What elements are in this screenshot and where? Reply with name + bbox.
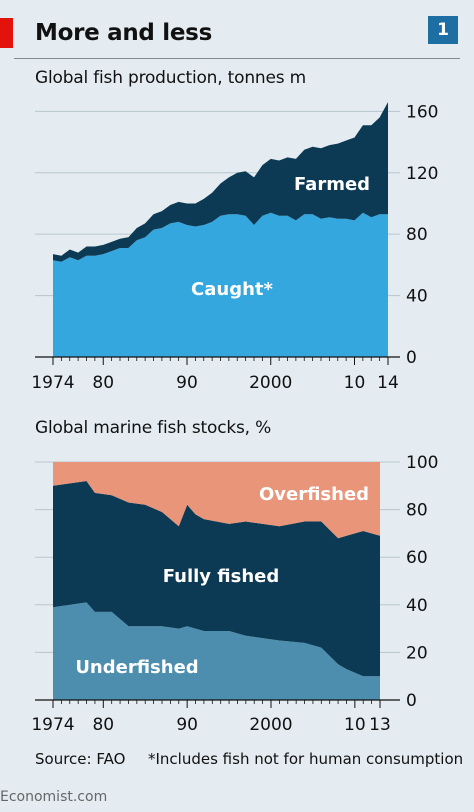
x-tick-label: 1974 — [31, 715, 74, 735]
y-tick-label: 0 — [406, 691, 417, 711]
footnote: *Includes fish not for human consumption — [148, 750, 464, 768]
y-tick-label: 80 — [406, 501, 428, 521]
x-tick-label: 90 — [176, 373, 198, 393]
x-tick-label: 80 — [92, 715, 114, 735]
title-rule — [14, 58, 460, 59]
y-tick-label: 40 — [406, 596, 428, 616]
y-tick-label: 80 — [406, 225, 428, 245]
y-tick-label: 20 — [406, 643, 428, 663]
x-tick-label: 2000 — [249, 373, 292, 393]
series-label: Underfished — [75, 657, 198, 678]
x-tick-label: 2000 — [249, 715, 292, 735]
x-tick-label: 10 — [344, 715, 366, 735]
chart-number-badge: 1 — [428, 16, 458, 44]
y-tick-label: 0 — [406, 348, 417, 368]
source-note: Source: FAO — [35, 750, 126, 768]
x-tick-label: 10 — [344, 373, 366, 393]
y-tick-label: 100 — [406, 453, 438, 473]
x-tick-label: 1974 — [31, 373, 74, 393]
page-title: More and less — [35, 20, 212, 46]
x-tick-label: 14 — [377, 373, 399, 393]
x-tick-label: 80 — [92, 373, 114, 393]
red-tag-accent — [0, 18, 13, 48]
area-caught — [53, 212, 388, 357]
area-overfished — [53, 462, 380, 539]
series-label: Fully fished — [163, 566, 280, 587]
production-chart-title: Global fish production, tonnes m — [35, 68, 306, 88]
y-tick-label: 160 — [406, 102, 438, 122]
series-label: Farmed — [294, 174, 370, 195]
stocks-chart-title: Global marine fish stocks, % — [35, 418, 272, 438]
y-tick-label: 60 — [406, 548, 428, 568]
area-farmed — [53, 102, 388, 262]
x-tick-label: 90 — [176, 715, 198, 735]
area-fully-fished — [53, 481, 380, 677]
y-tick-label: 40 — [406, 287, 428, 307]
area-underfished — [53, 602, 380, 700]
y-tick-label: 120 — [406, 164, 438, 184]
series-label: Overfished — [259, 484, 369, 505]
x-tick-label: 13 — [369, 715, 391, 735]
brand-watermark: Economist.com — [0, 789, 108, 805]
series-label: Caught* — [191, 279, 273, 300]
